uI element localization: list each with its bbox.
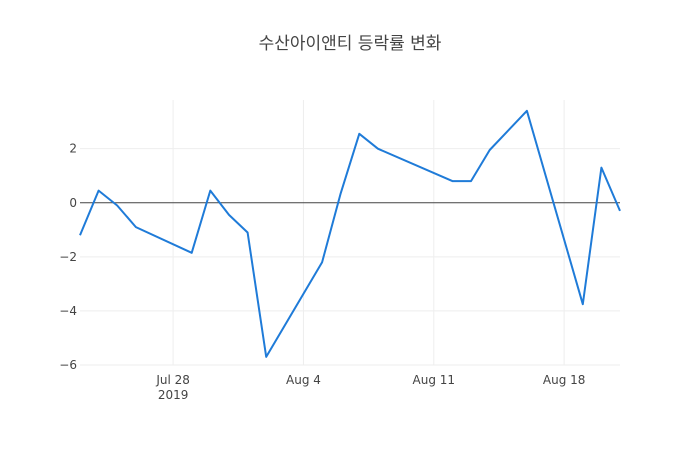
y-tick-label: −4	[59, 304, 77, 318]
x-tick-label: Aug 4	[286, 373, 321, 387]
y-tick-label: 2	[69, 142, 77, 156]
y-tick-label: −2	[59, 250, 77, 264]
series-line	[79, 109, 621, 358]
y-tick-label: 0	[69, 196, 77, 210]
y-tick-label: −6	[59, 358, 77, 372]
x-tick-label: Jul 28	[155, 373, 190, 387]
chart-title: 수산아이앤티 등락률 변화	[259, 34, 442, 54]
series-layer	[79, 109, 621, 358]
x-tick-label: Aug 11	[413, 373, 456, 387]
x-tick-sublabel: 2019	[158, 388, 189, 402]
x-tick-label: Aug 18	[543, 373, 586, 387]
grid	[80, 100, 620, 366]
